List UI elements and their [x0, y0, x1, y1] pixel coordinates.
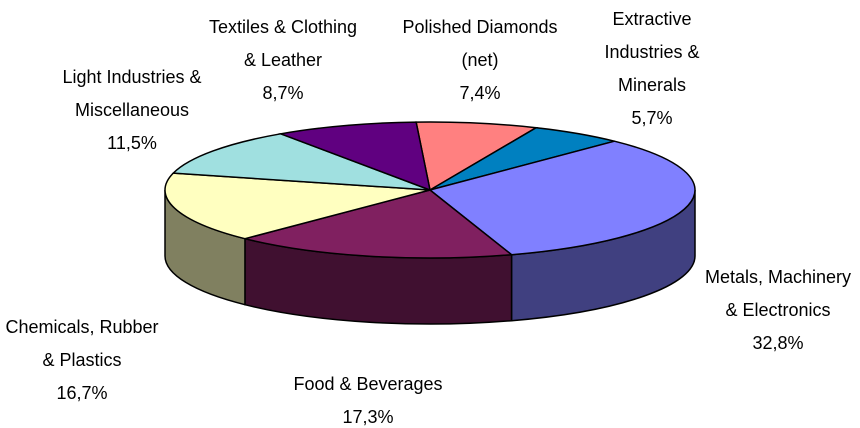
value-label: 8,7%: [262, 83, 303, 103]
value-label: 32,8%: [752, 333, 803, 353]
slice-label: Light Industries &: [62, 67, 201, 87]
slice-label: Metals, Machinery: [705, 267, 851, 287]
slice-label: Minerals: [618, 75, 686, 95]
slice-label: & Leather: [244, 50, 322, 70]
slice-label: Chemicals, Rubber: [5, 317, 158, 337]
slice-label: Extractive: [612, 9, 691, 29]
slice-label: Food & Beverages: [293, 374, 442, 394]
slice-label: Miscellaneous: [75, 100, 189, 120]
slice-label: (net): [461, 50, 498, 70]
slice: [164, 172, 431, 240]
value-label: 11,5%: [107, 133, 157, 153]
value-label: 7,4%: [459, 83, 500, 103]
value-label: 16,7%: [56, 383, 107, 403]
slice-label: & Plastics: [42, 350, 121, 370]
slice: [277, 121, 432, 192]
slice: [428, 140, 696, 256]
slice: [415, 121, 539, 192]
value-label: 17,3%: [342, 407, 393, 427]
slice-label: Polished Diamonds: [402, 17, 557, 37]
slice-label: Textiles & Clothing: [209, 17, 357, 37]
slice-label: & Electronics: [725, 300, 830, 320]
slice-label: Industries &: [604, 42, 699, 62]
value-label: 5,7%: [631, 108, 672, 128]
slice: [171, 133, 431, 191]
slice: [244, 189, 514, 259]
